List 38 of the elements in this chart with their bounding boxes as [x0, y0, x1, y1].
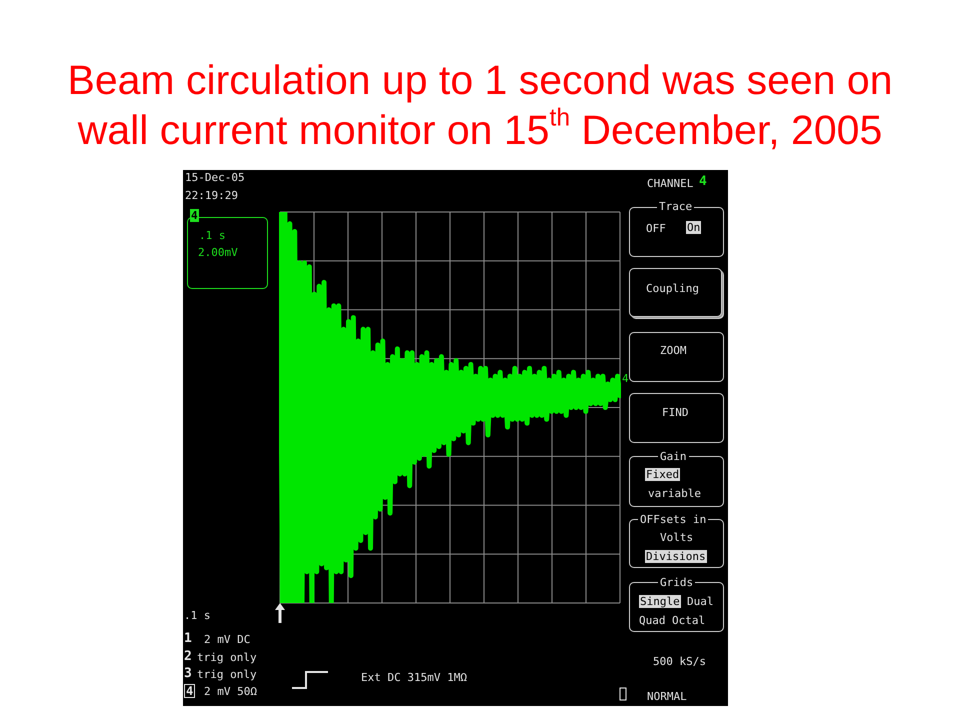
text: Volts — [660, 531, 694, 544]
text: 2 — [184, 649, 192, 664]
text: Coupling — [646, 282, 699, 295]
text: Dual — [687, 595, 714, 608]
text: Trace — [657, 200, 694, 213]
text: Fixed — [645, 468, 680, 481]
text: Divisions — [645, 550, 707, 563]
text: Single — [639, 595, 681, 608]
text: .1 s — [199, 229, 226, 242]
text: trig only — [197, 651, 257, 664]
text: Grids — [658, 576, 696, 589]
text: Gain — [658, 450, 688, 463]
text: Ext DC 315mV 1MΩ — [361, 671, 467, 684]
chart-title: Beam circulation up to 1 second was seen on wall current monitor on 15$^{th}$ December, 2005 — [66, 56, 894, 155]
text: Quad — [639, 614, 666, 627]
text: 2 mV 50Ω — [204, 685, 257, 698]
text: 1 — [184, 631, 192, 646]
text: 2.00mV — [198, 246, 238, 259]
text: Octal — [672, 614, 706, 627]
text: 3 — [184, 666, 192, 681]
text: 4 — [699, 174, 707, 189]
text: 15-Dec-05 — [185, 171, 245, 184]
text: FIND — [662, 406, 688, 419]
text: trig only — [197, 668, 257, 681]
text: NORMAL — [647, 690, 687, 703]
text: OFF — [646, 222, 666, 235]
text: On — [686, 221, 702, 234]
text: 4 — [622, 372, 629, 385]
text: ZOOM — [660, 344, 686, 357]
text: OFFsets in — [638, 513, 708, 526]
text: 2 mV DC — [204, 633, 250, 646]
text: 4 — [190, 209, 199, 222]
text: 4 — [184, 684, 196, 698]
text: CHANNEL — [647, 177, 694, 190]
text: .1 s — [184, 609, 210, 622]
text: 22:19:29 — [185, 189, 238, 202]
text: variable — [648, 487, 701, 500]
text: 500 kS/s — [653, 655, 706, 668]
